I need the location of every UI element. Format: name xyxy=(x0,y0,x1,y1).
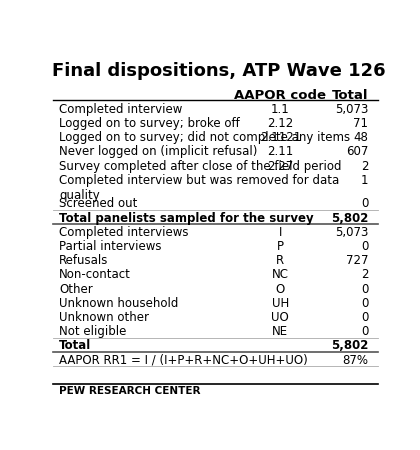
Text: Completed interview but was removed for data
quality: Completed interview but was removed for … xyxy=(59,174,339,202)
Text: 0: 0 xyxy=(361,283,368,296)
Text: 5,802: 5,802 xyxy=(331,212,368,225)
Text: 2: 2 xyxy=(361,268,368,281)
Text: 2: 2 xyxy=(361,160,368,173)
Text: 0: 0 xyxy=(361,297,368,310)
Text: UH: UH xyxy=(272,297,289,310)
Text: UO: UO xyxy=(271,311,289,324)
Text: 5,073: 5,073 xyxy=(335,226,368,239)
Text: Refusals: Refusals xyxy=(59,254,108,267)
Text: 71: 71 xyxy=(353,117,368,130)
Text: Logged on to survey; broke off: Logged on to survey; broke off xyxy=(59,117,240,130)
Text: Total: Total xyxy=(332,89,368,102)
Text: NE: NE xyxy=(272,325,289,338)
Text: Non-contact: Non-contact xyxy=(59,268,131,281)
Text: 727: 727 xyxy=(346,254,368,267)
Text: Total panelists sampled for the survey: Total panelists sampled for the survey xyxy=(59,212,314,225)
Text: AAPOR RR1 = I / (I+P+R+NC+O+UH+UO): AAPOR RR1 = I / (I+P+R+NC+O+UH+UO) xyxy=(59,354,308,367)
Text: 2.12: 2.12 xyxy=(267,117,294,130)
Text: Screened out: Screened out xyxy=(59,198,137,210)
Text: 87%: 87% xyxy=(342,354,368,367)
Text: R: R xyxy=(276,254,284,267)
Text: I: I xyxy=(278,226,282,239)
Text: AAPOR code: AAPOR code xyxy=(234,89,326,102)
Text: Survey completed after close of the field period: Survey completed after close of the fiel… xyxy=(59,160,341,173)
Text: Never logged on (implicit refusal): Never logged on (implicit refusal) xyxy=(59,145,257,158)
Text: 2.27: 2.27 xyxy=(267,160,294,173)
Text: Final dispositions, ATP Wave 126: Final dispositions, ATP Wave 126 xyxy=(52,62,386,80)
Text: 1.1: 1.1 xyxy=(271,103,290,116)
Text: O: O xyxy=(276,283,285,296)
Text: 0: 0 xyxy=(361,311,368,324)
Text: Not eligible: Not eligible xyxy=(59,325,126,338)
Text: Other: Other xyxy=(59,283,93,296)
Text: 5,802: 5,802 xyxy=(331,339,368,352)
Text: Completed interviews: Completed interviews xyxy=(59,226,189,239)
Text: Partial interviews: Partial interviews xyxy=(59,240,162,253)
Text: NC: NC xyxy=(272,268,289,281)
Text: 48: 48 xyxy=(353,131,368,144)
Text: Completed interview: Completed interview xyxy=(59,103,182,116)
Text: 5,073: 5,073 xyxy=(335,103,368,116)
Text: 0: 0 xyxy=(361,198,368,210)
Text: Unknown other: Unknown other xyxy=(59,311,149,324)
Text: 0: 0 xyxy=(361,240,368,253)
Text: Total: Total xyxy=(59,339,91,352)
Text: PEW RESEARCH CENTER: PEW RESEARCH CENTER xyxy=(59,386,200,396)
Text: P: P xyxy=(277,240,284,253)
Text: 0: 0 xyxy=(361,325,368,338)
Text: Unknown household: Unknown household xyxy=(59,297,178,310)
Text: 607: 607 xyxy=(346,145,368,158)
Text: 2.11: 2.11 xyxy=(267,145,294,158)
Text: 1: 1 xyxy=(361,174,368,187)
Text: 2.1121: 2.1121 xyxy=(260,131,301,144)
Text: Logged on to survey; did not complete any items: Logged on to survey; did not complete an… xyxy=(59,131,350,144)
